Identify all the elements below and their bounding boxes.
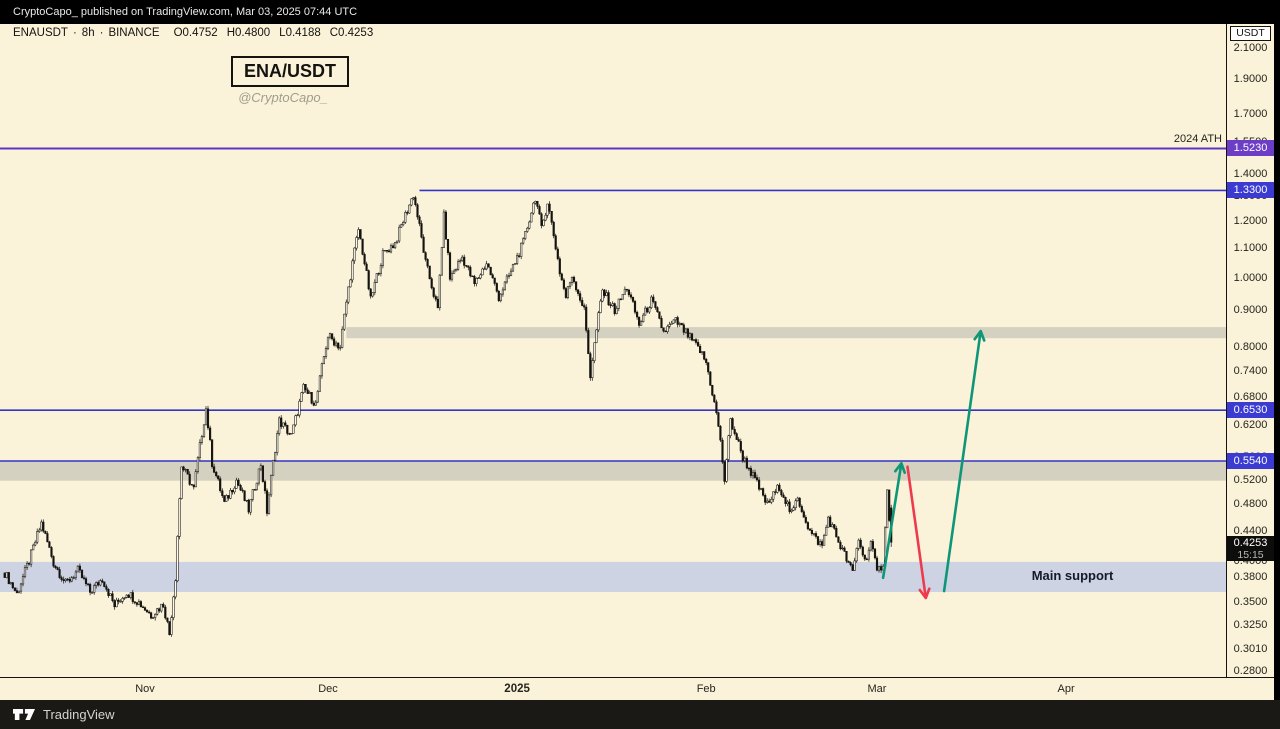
price-tick: 0.3800 xyxy=(1233,570,1268,583)
price-axis-unit: USDT xyxy=(1230,26,1271,41)
ohlc-open: O0.4752 xyxy=(173,27,218,39)
time-axis-label: 2025 xyxy=(504,683,530,695)
price-tick: 1.0000 xyxy=(1233,271,1268,284)
price-tick: 0.3250 xyxy=(1233,618,1268,631)
price-tick: 1.9000 xyxy=(1233,73,1268,86)
price-tick: 1.1000 xyxy=(1233,242,1268,254)
price-tick: 0.2800 xyxy=(1233,664,1268,677)
last-price-value: 0.4253 xyxy=(1233,537,1268,550)
price-level-label: 1.5230 xyxy=(1227,140,1274,156)
bar-countdown: 15:15 xyxy=(1237,549,1264,562)
price-tick: 0.4400 xyxy=(1233,525,1268,538)
upper-resistance-zone xyxy=(346,327,1226,339)
price-tick: 0.3500 xyxy=(1233,595,1268,608)
price-tick: 0.4800 xyxy=(1233,498,1268,511)
separator: · xyxy=(72,27,77,39)
price-tick: 0.7400 xyxy=(1233,364,1268,377)
price-tick: 0.5200 xyxy=(1233,473,1268,486)
price-tick: 0.9000 xyxy=(1233,304,1268,317)
price-tick: 0.8000 xyxy=(1233,340,1268,353)
ath-label: 2024 ATH xyxy=(1173,133,1222,145)
price-tick: 0.6200 xyxy=(1233,419,1268,432)
price-tick: 1.4000 xyxy=(1233,167,1268,180)
price-tick: 1.2000 xyxy=(1233,215,1268,228)
price-tick: 0.3010 xyxy=(1233,642,1268,655)
lower-resistance-zone xyxy=(0,460,1226,481)
projection-up-arrow xyxy=(942,329,986,593)
symbol-name: ENAUSDT xyxy=(13,27,68,39)
ohlc-close: C0.4253 xyxy=(329,27,374,39)
last-price-label: 0.4253 15:15 xyxy=(1227,536,1274,562)
time-axis-label: Dec xyxy=(318,683,338,695)
price-axis[interactable]: USDT 2.10001.90001.70001.55001.40001.300… xyxy=(1226,24,1274,677)
tradingview-brand: TradingView xyxy=(43,707,115,722)
price-level-label: 1.3300 xyxy=(1227,181,1274,198)
price-level-label: 0.5540 xyxy=(1227,452,1274,469)
publish-banner-text: CryptoCapo_ published on TradingView.com… xyxy=(13,6,358,18)
bounce-up-arrow xyxy=(881,462,906,580)
publish-banner: CryptoCapo_ published on TradingView.com… xyxy=(0,0,1280,24)
ohlc-low: L0.4188 xyxy=(279,27,321,39)
unit-label: USDT xyxy=(1236,27,1265,39)
time-axis-label: Nov xyxy=(135,683,155,695)
price-tick: 0.6800 xyxy=(1233,390,1268,403)
ohlc-high: H0.4800 xyxy=(226,27,271,39)
retest-down-arrow xyxy=(906,465,931,600)
timeframe: 8h xyxy=(81,27,95,39)
separator: · xyxy=(99,27,104,39)
pair-title: ENA/USDT xyxy=(244,61,337,81)
main-support-zone xyxy=(0,561,1226,592)
time-axis-label: Mar xyxy=(867,683,887,695)
tradingview-logo[interactable] xyxy=(13,707,35,722)
exchange-name: BINANCE xyxy=(108,27,160,39)
time-axis-label: Apr xyxy=(1057,683,1075,695)
main-support-label: Main support xyxy=(1031,568,1114,583)
time-axis-label: Feb xyxy=(696,683,716,695)
price-tick: 1.7000 xyxy=(1233,107,1268,120)
footer-bar: TradingView xyxy=(0,700,1280,729)
right-edge-strip xyxy=(1274,24,1280,700)
price-tick: 2.1000 xyxy=(1233,42,1268,55)
time-axis[interactable]: Nov Dec 2025 Feb Mar Apr xyxy=(0,677,1274,700)
price-level-label: 0.6530 xyxy=(1227,401,1274,418)
symbol-header: ENAUSDT · 8h · BINANCE O0.4752 H0.4800 L0.4188 C… xyxy=(13,27,373,39)
author-handle: @CryptoCapo_ xyxy=(238,90,328,105)
pair-title-card: ENA/USDT xyxy=(231,56,350,87)
